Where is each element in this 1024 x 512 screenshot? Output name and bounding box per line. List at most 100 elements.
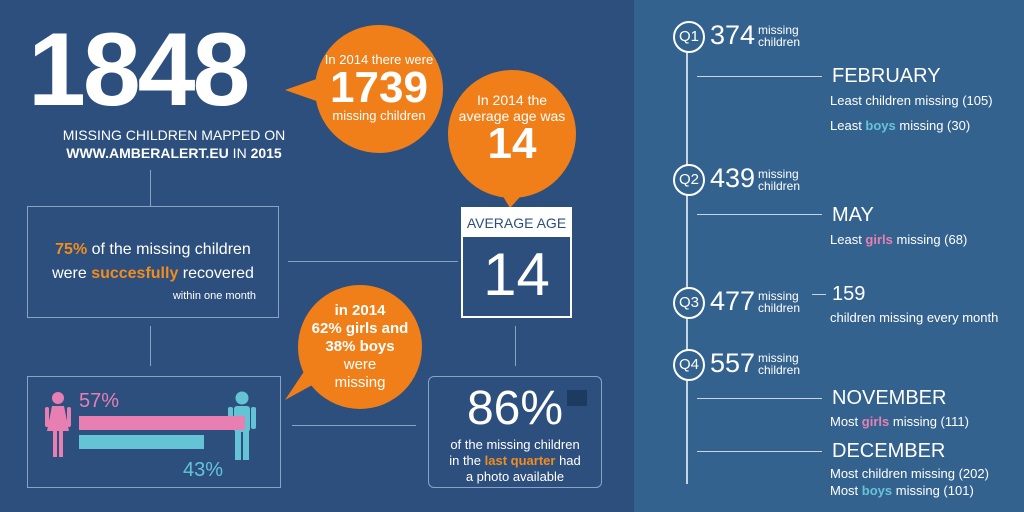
december-note2b: boys (861, 483, 893, 498)
may-title: MAY (832, 204, 874, 226)
q4-unit1: missing (758, 351, 799, 365)
headline-in: IN (228, 145, 251, 161)
girl-icon (45, 392, 71, 457)
december-note1: Most children missing (202) (830, 466, 989, 481)
recovered-text2a: were (52, 265, 92, 282)
bubble-gender-l1: in 2014 (334, 302, 386, 319)
bubble-age-line1: In 2014 the (476, 92, 548, 108)
bubble-gender-l2: 62% girls and (311, 320, 409, 337)
connector (292, 425, 416, 426)
bubble-gender-l4: were (343, 356, 377, 373)
november-note1b: girls (861, 414, 890, 429)
photo-stat-l3: a photo available (465, 469, 565, 484)
q2-value: 439 (710, 163, 756, 193)
february-note2a: Least (830, 118, 866, 133)
q2-unit2: children (758, 179, 801, 193)
recovered-text3: within one month (172, 290, 256, 302)
photo-stat-box: 86% of the missing children in the last … (428, 376, 602, 488)
q4-unit2: children (758, 363, 801, 377)
december-connector (697, 451, 822, 452)
average-age-value: 14 (483, 241, 550, 308)
bubble-count-value: 1739 (330, 63, 428, 112)
q2-unit1: missing (758, 167, 799, 181)
november-note1c: missing (111) (889, 414, 969, 429)
may-note1b: girls (865, 232, 893, 247)
photo-stat-l2b: last quarter (484, 453, 556, 468)
recovered-text: 75% of the missing children were succesf… (28, 238, 278, 306)
february-title: FEBRUARY (832, 65, 941, 87)
gender-split-box: 57% 43% (27, 376, 281, 488)
november-note1: Most girls missing (111) (830, 414, 969, 430)
headline-line2: WWW.AMBERALERT.EU IN 2015 (44, 145, 304, 162)
recovered-text2c: recovered (178, 265, 254, 282)
q4-value: 557 (710, 348, 756, 378)
photo-stat-pct: 86% (466, 382, 564, 435)
february-note2c: missing (30) (895, 118, 971, 133)
bubble-count-suffix: missing children (332, 108, 426, 123)
monthly-value: 159 (832, 283, 866, 305)
photo-icon (567, 390, 587, 406)
q2-marker: Q2 (673, 164, 705, 196)
average-age-card: AVERAGE AGE 14 (461, 207, 572, 318)
recovered-text2b: succesfully (91, 265, 179, 282)
december-title: DECEMBER (832, 440, 946, 462)
headline-number: 1848 (28, 12, 250, 128)
bubble-gender-pointer (285, 370, 325, 400)
q4-marker: Q4 (673, 349, 705, 381)
december-note2a: Most (830, 483, 862, 498)
q3-value: 477 (710, 286, 756, 316)
q1-value: 374 (710, 20, 756, 50)
timeline-line (686, 44, 688, 484)
q1-unit2: children (758, 35, 801, 49)
photo-stat-l2: in the last quarter had (429, 453, 601, 469)
headline-line1: MISSING CHILDREN MAPPED ON (62, 127, 286, 143)
december-note2: Most boys missing (101) (830, 483, 974, 499)
connector (515, 326, 516, 366)
bubble-gender-text: in 2014 62% girls and 38% boys were miss… (298, 302, 422, 392)
boys-pct-label: 43% (183, 459, 224, 481)
february-note2: Least boys missing (30) (830, 118, 970, 134)
bubble-count-prefix: In 2014 there were (324, 52, 434, 67)
photo-stat-text: of the missing children in the last quar… (429, 437, 601, 485)
february-connector (697, 76, 822, 77)
may-note1c: missing (68) (892, 232, 968, 247)
q1-unit1: missing (758, 23, 799, 37)
photo-stat-l2c: had (555, 453, 581, 468)
q3-unit2: children (758, 301, 801, 315)
bubble-2014-age: In 2014 the average age was 14 (448, 70, 576, 198)
bubble-gender-l5: missing (334, 374, 386, 391)
girls-bar (79, 416, 245, 430)
connector (150, 326, 151, 366)
bubble-gender-2014: in 2014 62% girls and 38% boys were miss… (298, 285, 422, 409)
monthly-note: children missing every month (830, 310, 999, 325)
recovered-box: 75% of the missing children were succesf… (27, 206, 279, 318)
december-note2c: missing (101) (892, 483, 974, 498)
connector (150, 170, 151, 206)
bubble-age-line2: average age was (458, 108, 566, 124)
photo-stat-l1: of the missing children (450, 437, 580, 452)
may-note1a: Least (830, 232, 866, 247)
recovered-pct: 75% (55, 241, 88, 258)
headline-year: 2015 (250, 145, 282, 161)
recovered-line2: were succesfully recovered (28, 262, 278, 286)
connector (288, 261, 458, 262)
november-connector (697, 398, 822, 399)
monthly-connector (812, 294, 826, 295)
may-note1: Least girls missing (68) (830, 232, 967, 248)
february-note2b: boys (865, 118, 896, 133)
headline-site: WWW.AMBERALERT.EU (66, 145, 229, 161)
photo-stat-l2a: in the (449, 453, 485, 468)
may-connector (697, 214, 822, 215)
bubble-age-pointer (498, 188, 528, 208)
boys-bar (79, 435, 204, 449)
bubble-age-value: 14 (487, 119, 537, 168)
q3-marker: Q3 (673, 287, 705, 319)
recovered-line1: 75% of the missing children (28, 238, 278, 262)
november-note1a: Most (830, 414, 862, 429)
bubble-2014-count: In 2014 there were 1739 missing children (315, 25, 443, 153)
right-panel (634, 0, 1024, 512)
average-age-title: AVERAGE AGE (463, 209, 570, 237)
girls-pct-label: 57% (79, 390, 120, 412)
q1-marker: Q1 (673, 21, 705, 53)
